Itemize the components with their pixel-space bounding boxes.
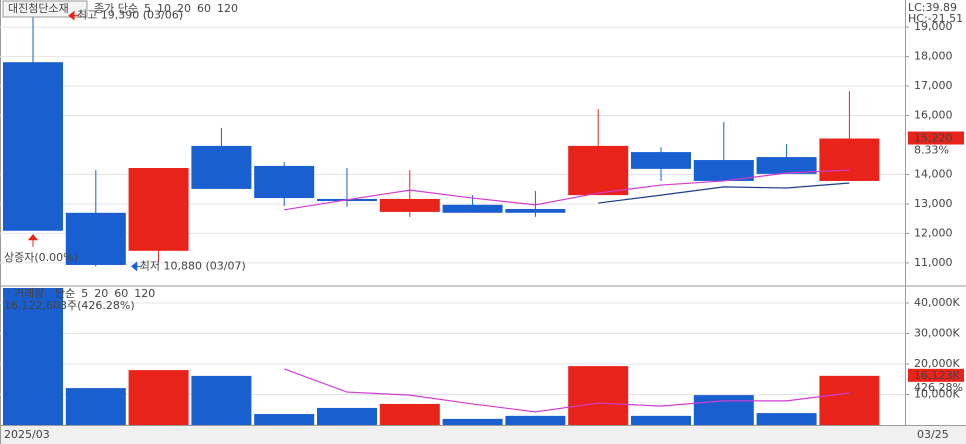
volume-bar: [65, 388, 126, 425]
current-change: 8.33%: [914, 144, 949, 157]
lc-label: LC:39.89: [908, 1, 957, 14]
current-label: 15,220: [914, 132, 953, 145]
y-tick-label: 11,000: [914, 256, 953, 269]
y-tick-label: 30,000K: [914, 327, 960, 340]
legend-entry: 120: [217, 2, 238, 15]
candle-body: [65, 212, 126, 265]
chart-title: 대진첨단소재: [8, 2, 69, 15]
low-annotation: 최저 10,880 (03/07): [140, 259, 246, 272]
candle-body: [819, 138, 880, 181]
y-tick-label: 14,000: [914, 167, 953, 180]
candle-body: [693, 160, 754, 181]
legend-entry: 5: [144, 2, 151, 15]
candle-body: [3, 62, 63, 231]
y-tick-label: 20,000K: [914, 357, 960, 370]
hc-label: HC:-21.51: [908, 12, 963, 25]
legend-entry: 5: [81, 287, 88, 300]
candle-body: [442, 204, 503, 213]
title-box: [2, 0, 88, 18]
candle-body: [128, 167, 189, 251]
candle-body: [191, 145, 252, 189]
legend-entry: 60: [197, 2, 211, 15]
volume-bar: [568, 366, 629, 425]
candle-body: [568, 145, 629, 196]
x-axis-bar: [0, 425, 966, 444]
x-end-label: 03/25: [917, 428, 949, 441]
y-tick-label: 18,000: [914, 50, 953, 63]
volume-bar: [379, 403, 440, 425]
ma-line: [284, 169, 850, 211]
current-marker: [908, 131, 964, 145]
high-arrow: [68, 10, 79, 21]
y-tick-label: 17,000: [914, 79, 953, 92]
candle-body: [379, 198, 440, 212]
candle-body: [631, 152, 691, 169]
volume-bar: [442, 418, 503, 425]
chart-title: 거래량: [14, 287, 44, 300]
y-tick-label: 40,000K: [914, 296, 960, 309]
current-change: 426.28%: [914, 381, 963, 394]
legend-entry: 60: [114, 287, 128, 300]
y-tick-label: 19,000: [914, 20, 953, 33]
y-tick-label: 13,000: [914, 197, 953, 210]
ma-line: [598, 182, 850, 204]
legend-entry: 20: [94, 287, 108, 300]
legend-label: 종가 단순: [94, 2, 138, 15]
candle-body: [505, 208, 566, 213]
high-annotation: 최고 19,390 (03/06): [77, 9, 183, 22]
event-arrow: [27, 233, 39, 247]
legend-label: 단순: [55, 287, 75, 300]
volume-bar: [254, 414, 315, 425]
volume-bar: [756, 413, 817, 425]
candle-body: [756, 157, 817, 174]
volume-bar: [317, 407, 377, 425]
volume-bar: [631, 415, 691, 425]
x-start-label: 2025/03: [4, 428, 50, 441]
volume-info: 16,122,603주(426.28%): [4, 299, 135, 312]
candle-body: [254, 165, 315, 199]
ma-line: [283, 368, 850, 413]
legend-entry: 10: [157, 2, 171, 15]
volume-bar: [191, 375, 252, 425]
y-tick-label: 12,000: [914, 226, 953, 239]
legend-entry: 20: [177, 2, 191, 15]
volume-bar: [693, 395, 754, 425]
volume-bar: [3, 288, 63, 425]
legend-entry: 120: [134, 287, 155, 300]
current-label: 16,123K: [914, 369, 960, 382]
current-marker: [908, 368, 964, 382]
event-annotation: 상증자(0.00%): [4, 251, 78, 264]
volume-bar: [128, 370, 189, 425]
y-tick-label: 16,000: [914, 109, 953, 122]
y-tick-label: 10,000K: [914, 388, 960, 401]
volume-bar: [505, 415, 566, 425]
low-arrow: [130, 261, 142, 272]
volume-bar: [819, 375, 880, 425]
